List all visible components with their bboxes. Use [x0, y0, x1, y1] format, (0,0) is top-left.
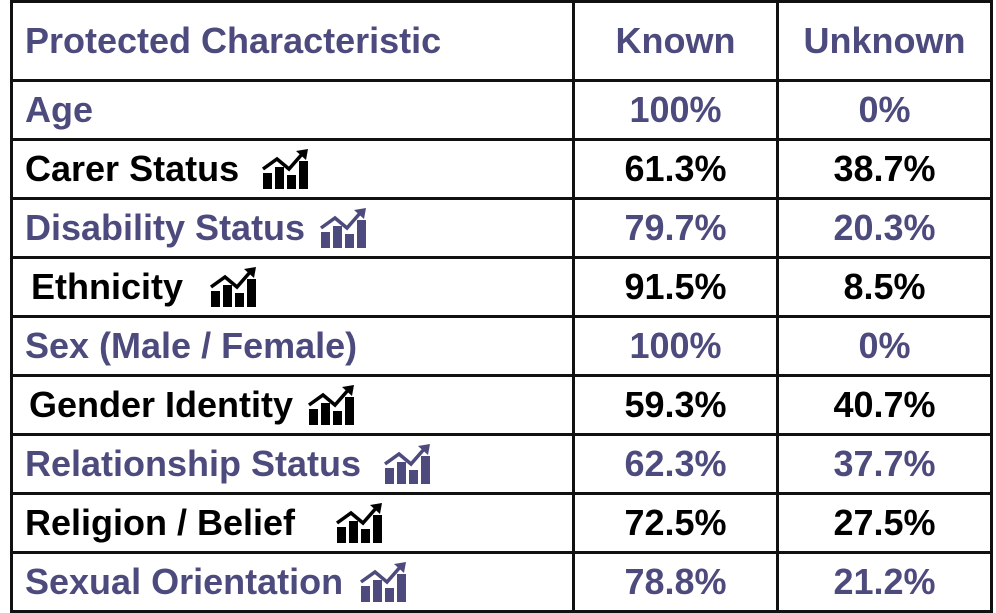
cell: Relationship Status: [10, 433, 575, 495]
row: Disability Status 79.7% 20.3%: [10, 197, 993, 259]
cell: 37.7%: [776, 433, 993, 495]
cell: 79.7%: [572, 197, 779, 259]
chart-icon[interactable]: [359, 562, 407, 602]
cell: Religion / Belief: [10, 492, 575, 554]
row: Sexual Orientation 78.8% 21.2%: [10, 551, 993, 613]
cell: 8.5%: [776, 256, 993, 318]
label: Age: [25, 89, 94, 130]
cell: Sexual Orientation: [10, 551, 575, 613]
label: Carer Status: [25, 148, 240, 189]
cell: 100%: [572, 315, 779, 377]
row: Age 100% 0%: [10, 79, 993, 141]
header-cell: Known: [572, 0, 779, 82]
cell: 0%: [776, 315, 993, 377]
chart-icon[interactable]: [383, 444, 431, 484]
label: Relationship Status: [25, 443, 362, 484]
row: Gender Identity 59.3% 40.7%: [10, 374, 993, 436]
header-row: Protected Characteristic Known Unknown: [10, 0, 993, 82]
row: Carer Status 61.3% 38.7%: [10, 138, 993, 200]
chart-icon[interactable]: [319, 208, 367, 248]
cell: 91.5%: [572, 256, 779, 318]
row: Ethnicity 91.5% 8.5%: [10, 256, 993, 318]
row: Relationship Status 62.3% 37.7%: [10, 433, 993, 495]
cell: 61.3%: [572, 138, 779, 200]
cell: Age: [10, 79, 575, 141]
header-cell: Unknown: [776, 0, 993, 82]
cell: 27.5%: [776, 492, 993, 554]
chart-icon[interactable]: [335, 503, 383, 543]
label: Sex (Male / Female): [25, 325, 358, 366]
header-cell: Protected Characteristic: [10, 0, 575, 82]
row: Religion / Belief 72.5% 27.5%: [10, 492, 993, 554]
cell: 0%: [776, 79, 993, 141]
chart-icon[interactable]: [307, 385, 355, 425]
chart-icon[interactable]: [209, 267, 257, 307]
cell: Sex (Male / Female): [10, 315, 575, 377]
label: Sexual Orientation: [25, 561, 344, 602]
row: Sex (Male / Female) 100% 0%: [10, 315, 993, 377]
cell: 20.3%: [776, 197, 993, 259]
label: Religion / Belief: [25, 502, 296, 543]
cell: 78.8%: [572, 551, 779, 613]
cell: 21.2%: [776, 551, 993, 613]
cell: 62.3%: [572, 433, 779, 495]
cell: 38.7%: [776, 138, 993, 200]
cell: Ethnicity: [10, 256, 575, 318]
cell: 40.7%: [776, 374, 993, 436]
cell: 72.5%: [572, 492, 779, 554]
table: Protected Characteristic Known Unknown A…: [10, 0, 993, 613]
label: Gender Identity: [29, 384, 294, 425]
label: Disability Status: [25, 207, 306, 248]
cell: 59.3%: [572, 374, 779, 436]
cell: Gender Identity: [10, 374, 575, 436]
chart-icon[interactable]: [261, 149, 309, 189]
cell: 100%: [572, 79, 779, 141]
cell: Disability Status: [10, 197, 575, 259]
label: Ethnicity: [31, 266, 184, 307]
cell: Carer Status: [10, 138, 575, 200]
